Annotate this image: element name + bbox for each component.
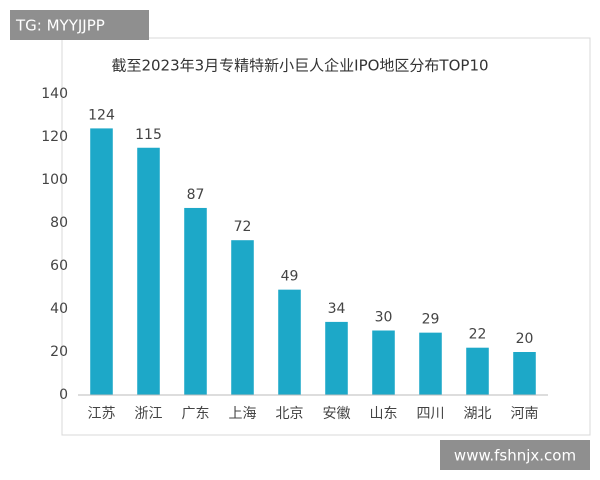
y-tick-label: 120 bbox=[41, 129, 68, 145]
y-tick-label: 60 bbox=[50, 258, 68, 274]
overlay-text: TG: MYYJJPP bbox=[15, 17, 105, 35]
y-tick-label: 20 bbox=[50, 344, 68, 360]
x-tick-label: 广东 bbox=[182, 406, 210, 422]
overlay-badge bbox=[10, 10, 149, 40]
bar bbox=[231, 240, 254, 395]
bar bbox=[419, 332, 442, 395]
x-tick-label: 上海 bbox=[229, 406, 257, 422]
y-tick-label: 0 bbox=[59, 387, 68, 403]
data-label: 87 bbox=[187, 187, 205, 203]
overlay-badge bbox=[440, 440, 590, 470]
bar bbox=[278, 289, 301, 395]
y-tick-label: 100 bbox=[41, 172, 68, 188]
chart-title: 截至2023年3月专精特新小巨人企业IPO地区分布TOP10 bbox=[111, 57, 488, 75]
overlay-text: www.fshnjx.com bbox=[454, 447, 576, 465]
data-label: 22 bbox=[469, 327, 487, 343]
data-label: 20 bbox=[516, 331, 534, 347]
x-tick-label: 四川 bbox=[417, 406, 445, 422]
y-tick-label: 80 bbox=[50, 215, 68, 231]
y-tick-label: 40 bbox=[50, 301, 68, 317]
data-label: 30 bbox=[375, 310, 393, 326]
y-tick-label: 140 bbox=[41, 86, 68, 102]
bar bbox=[325, 321, 348, 395]
data-label: 115 bbox=[135, 127, 162, 143]
x-tick-label: 河南 bbox=[511, 406, 539, 422]
x-tick-label: 湖北 bbox=[464, 406, 492, 422]
x-tick-label: 江苏 bbox=[88, 406, 116, 422]
x-tick-label: 山东 bbox=[370, 406, 398, 422]
data-label: 34 bbox=[328, 301, 346, 317]
x-tick-label: 浙江 bbox=[135, 406, 163, 422]
data-label: 72 bbox=[234, 219, 252, 235]
data-label: 29 bbox=[422, 312, 440, 328]
bar bbox=[184, 207, 207, 395]
bar bbox=[90, 128, 113, 395]
bar bbox=[372, 330, 395, 395]
data-label: 124 bbox=[88, 107, 115, 123]
bar bbox=[466, 347, 489, 395]
bar bbox=[513, 352, 536, 395]
bar bbox=[137, 147, 160, 395]
x-tick-label: 安徽 bbox=[323, 406, 351, 422]
x-tick-label: 北京 bbox=[276, 406, 304, 422]
data-label: 49 bbox=[281, 269, 299, 285]
